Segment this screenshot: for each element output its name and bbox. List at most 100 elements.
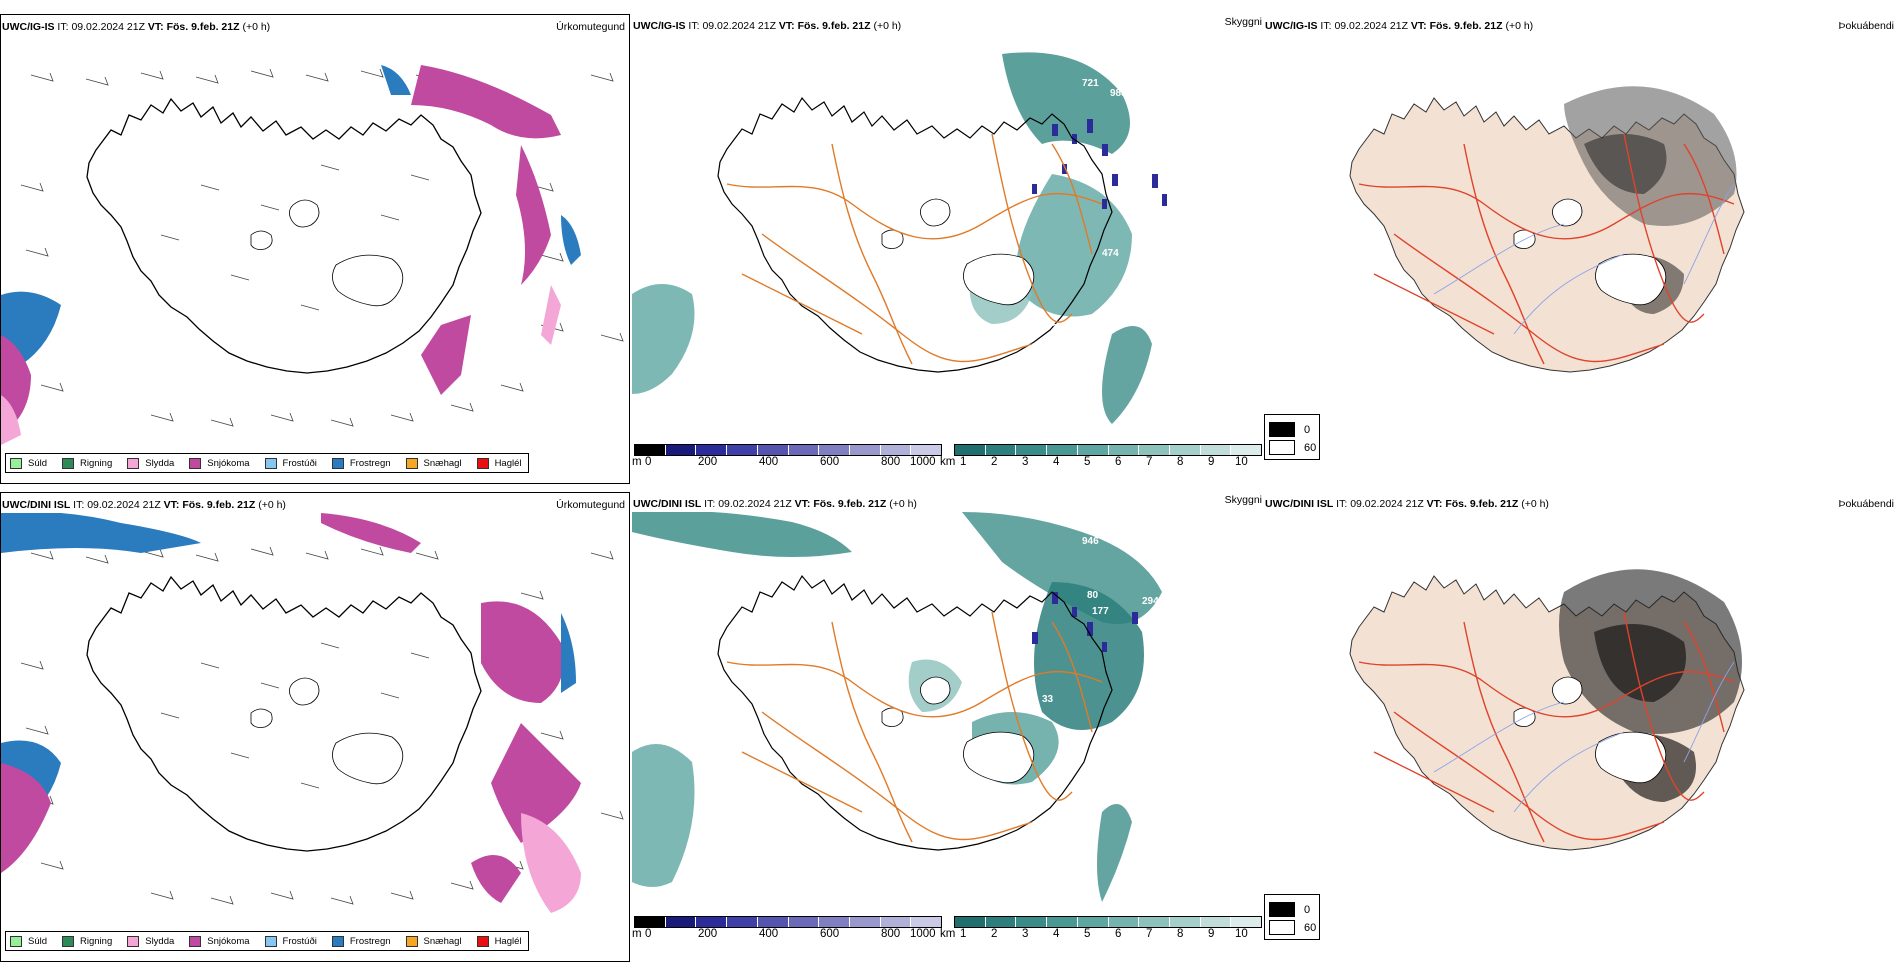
legend-item-snow-pellets: Snæhagl [405, 457, 462, 469]
vis-km-tick: 10 [1235, 928, 1248, 940]
fog-legend: 0 60 [1264, 894, 1320, 940]
panel-title: UWC/DINI ISL IT: 09.02.2024 21Z VT: Fös.… [1265, 498, 1549, 510]
precip-legend: Súld Rigning Slydda Snjókoma Frostúði Fr… [5, 931, 529, 951]
vis-km-unit: km [940, 456, 956, 468]
fog-legend-item: 0 [1269, 422, 1310, 437]
legend-item-sleet: Slydda [127, 935, 174, 947]
fog-index-panel-top: UWC/IG-IS IT: 09.02.2024 21Z VT: Fös. 9.… [1264, 14, 1894, 484]
vis-m-unit: m [632, 456, 642, 468]
vis-km-tick: 4 [1053, 928, 1060, 940]
panel-title: UWC/IG-IS IT: 09.02.2024 21Z VT: Fös. 9.… [2, 21, 271, 33]
vis-label: 11 [1057, 802, 1068, 813]
vis-m-unit: m [632, 928, 642, 940]
vis-m-colorbar [634, 916, 942, 928]
swatch [189, 457, 202, 469]
vis-km-tick: 10 [1235, 456, 1248, 468]
vis-m-tick: 800 [881, 456, 901, 468]
vis-label: 189 [1052, 349, 1069, 360]
swatch [476, 457, 489, 469]
vis-km-tick: 3 [1022, 456, 1029, 468]
vis-m-tick: 600 [820, 928, 840, 940]
vis-km-tick: 7 [1146, 928, 1153, 940]
precip-type-panel-top: UWC/IG-IS IT: 09.02.2024 21Z VT: Fös. 9.… [0, 14, 630, 484]
visibility-map: 721 983 223 107 474 34 189 [632, 52, 1189, 424]
legend-item-snow: Snjókoma [189, 457, 250, 469]
swatch [264, 935, 277, 947]
vis-label: 107 [1172, 196, 1189, 207]
legend-item-rain: Rigning [62, 935, 112, 947]
swatch [331, 457, 344, 469]
swatch [10, 457, 22, 469]
legend-item-freezing-rain: Frostregn [331, 457, 391, 469]
swatch [1269, 920, 1295, 935]
vis-km-tick: 2 [991, 456, 998, 468]
fog-index-panel-bottom: UWC/DINI ISL IT: 09.02.2024 21Z VT: Fös.… [1264, 492, 1894, 962]
vis-m-tick: 0 [645, 928, 652, 940]
legend-item-freezing-rain: Frostregn [331, 935, 391, 947]
legend-item-freezing-drizzle: Frostúði [264, 457, 317, 469]
legend-item-hail: Haglél [476, 935, 522, 947]
swatch [264, 457, 277, 469]
panel-name: Úrkomutegund [556, 21, 625, 33]
vis-label: 721 [1082, 78, 1099, 89]
vis-m-tick: 200 [698, 456, 718, 468]
panel-title: UWC/IG-IS IT: 09.02.2024 21Z VT: Fös. 9.… [633, 20, 902, 32]
visibility-scales: m 0 200 400 600 800 1000 km 1 2 3 4 5 6 … [632, 444, 1262, 484]
vis-label: 946 [1082, 536, 1099, 547]
precip-legend: Súld Rigning Slydda Snjókoma Frostúði Fr… [5, 453, 529, 473]
swatch [127, 935, 140, 947]
legend-item-drizzle: Súld [10, 935, 47, 947]
vis-km-unit: km [940, 928, 956, 940]
legend-item-sleet: Slydda [127, 457, 174, 469]
fog-index-map [1349, 569, 1745, 851]
vis-km-tick: 2 [991, 928, 998, 940]
fog-index-map [1349, 86, 1745, 373]
vis-km-tick: 5 [1084, 456, 1091, 468]
panel-name: Skyggni [1224, 494, 1262, 506]
vis-km-tick: 1 [960, 456, 967, 468]
vis-m-tick: 200 [698, 928, 718, 940]
vis-label: 983 [1110, 88, 1127, 99]
vis-label: 311 [1092, 756, 1109, 767]
fog-legend-item: 0 [1269, 902, 1310, 917]
vis-label: 29 [1172, 637, 1184, 648]
fog-legend: 0 60 [1264, 414, 1320, 460]
vis-km-tick: 9 [1208, 456, 1215, 468]
legend-item-rain: Rigning [62, 457, 112, 469]
swatch [10, 935, 22, 947]
fog-legend-item: 60 [1269, 440, 1316, 455]
precip-type-map [1, 65, 624, 445]
swatch [405, 457, 418, 469]
legend-item-drizzle: Súld [10, 457, 47, 469]
swatch [1269, 902, 1295, 917]
legend-item-snow: Snjókoma [189, 935, 250, 947]
vis-km-tick: 7 [1146, 456, 1153, 468]
vis-label: 294 [1142, 596, 1159, 607]
panel-title: UWC/IG-IS IT: 09.02.2024 21Z VT: Fös. 9.… [1265, 20, 1534, 32]
vis-m-tick: 1000 [910, 928, 936, 940]
vis-km-colorbar [954, 444, 1262, 456]
vis-label: 223 [1172, 161, 1189, 172]
swatch [62, 457, 75, 469]
vis-label: 80 [1087, 590, 1099, 601]
swatch [331, 935, 344, 947]
swatch [127, 457, 140, 469]
vis-km-tick: 1 [960, 928, 967, 940]
precip-type-panel-bottom: UWC/DINI ISL IT: 09.02.2024 21Z VT: Fös.… [0, 492, 630, 962]
vis-m-tick: 800 [881, 928, 901, 940]
visibility-labels: 721 983 223 107 474 34 189 [1052, 78, 1189, 360]
visibility-scales: m 0 200 400 600 800 1000 km 1 2 3 4 5 6 … [632, 916, 1262, 956]
vis-label: 34 [1052, 323, 1064, 334]
swatch [1269, 440, 1295, 455]
vis-km-tick: 8 [1177, 928, 1184, 940]
vis-km-tick: 6 [1115, 928, 1122, 940]
visibility-panel-bottom: UWC/DINI ISL IT: 09.02.2024 21Z VT: Fös.… [632, 492, 1262, 962]
legend-item-hail: Haglél [476, 457, 522, 469]
visibility-panel-top: UWC/IG-IS IT: 09.02.2024 21Z VT: Fös. 9.… [632, 14, 1262, 484]
vis-km-tick: 5 [1084, 928, 1091, 940]
vis-km-tick: 3 [1022, 928, 1029, 940]
panel-name: Þokuábendi [1838, 498, 1894, 510]
swatch [405, 935, 418, 947]
swatch [62, 935, 75, 947]
vis-label: 177 [1092, 606, 1109, 617]
